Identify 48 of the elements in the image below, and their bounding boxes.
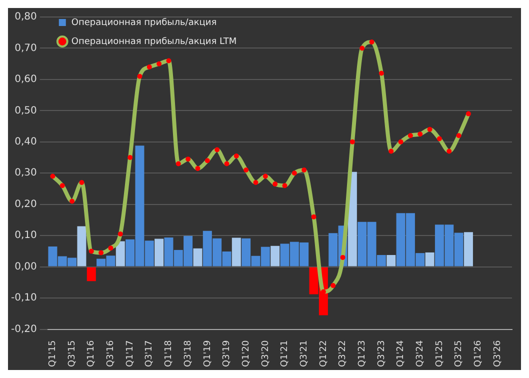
bar — [77, 226, 86, 266]
x-tick-label: Q1'21 — [280, 340, 290, 368]
x-tick-label: Q1'19 — [202, 340, 213, 368]
y-tick-label: 0,50 — [14, 105, 37, 116]
x-tick-label: Q3'18 — [183, 340, 194, 368]
x-tick-label: Q1'26 — [473, 340, 484, 368]
x-tick-label: Q3'22 — [338, 340, 348, 368]
x-tick-label: Q3'21 — [299, 340, 310, 368]
bar — [154, 238, 164, 266]
x-tick-label: Q1'24 — [396, 340, 406, 368]
x-tick-label: Q1'16 — [86, 340, 97, 368]
y-tick-label: 0,00 — [14, 261, 37, 272]
bar — [464, 232, 473, 266]
x-tick-label: Q3'19 — [222, 340, 232, 368]
line-series — [50, 39, 471, 294]
x-tick-label: Q1'20 — [241, 340, 252, 368]
x-tick-label: Q1'18 — [164, 340, 174, 368]
legend-label: Операционная прибыль/акция LTM — [71, 36, 237, 47]
bar — [386, 254, 396, 266]
y-tick-label: 0,30 — [14, 168, 37, 179]
bar — [86, 267, 96, 282]
legend-label: Операционная прибыль/акция — [71, 18, 217, 28]
bar — [232, 238, 241, 266]
y-tick-label: 0,80 — [14, 12, 37, 23]
x-tick-label: Q1'23 — [357, 340, 368, 368]
y-tick-label: 0,60 — [14, 74, 37, 86]
x-tick-label: Q3'23 — [376, 340, 387, 368]
x-tick-label: Q3'20 — [260, 340, 271, 368]
y-tick-label: 0,20 — [14, 198, 37, 210]
y-tick-label: 0,40 — [14, 136, 37, 148]
x-tick-label: Q1'25 — [434, 340, 445, 368]
x-tick-label: Q3'24 — [415, 340, 426, 368]
x-tick-label: Q3'16 — [106, 340, 116, 368]
y-tick-label: -0,20 — [11, 324, 37, 335]
y-tick-label: -0,10 — [11, 292, 37, 304]
x-tick-label: Q1'17 — [125, 340, 136, 368]
x-tick-label: Q3'15 — [67, 340, 78, 368]
bar — [270, 246, 280, 266]
x-tick-label: Q3'17 — [144, 340, 155, 368]
x-tick-label: Q3'25 — [454, 340, 464, 368]
y-tick-label: 0,70 — [14, 42, 37, 54]
x-tick-label: Q1'15 — [48, 340, 58, 368]
x-tick-label: Q1'22 — [318, 340, 329, 368]
y-tick-label: 0,10 — [14, 230, 37, 242]
bar — [425, 252, 434, 266]
bar — [193, 248, 202, 266]
x-tick-label: Q3'26 — [492, 340, 503, 368]
bar — [116, 241, 125, 266]
